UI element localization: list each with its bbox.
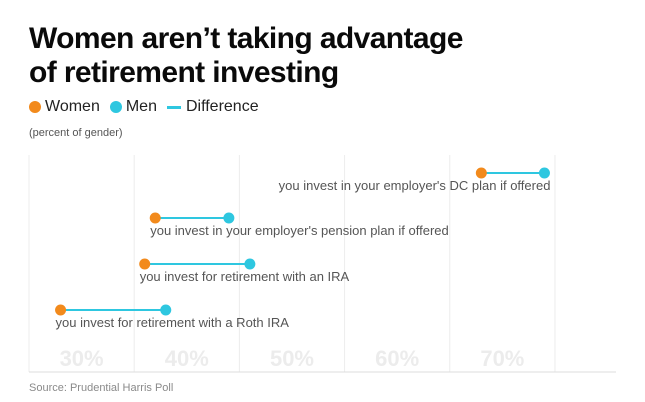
men-point-3: [160, 304, 172, 316]
men-point-1: [223, 212, 235, 224]
men-point-0: [538, 167, 550, 179]
chart-legend: Women Men Difference: [29, 96, 269, 118]
chart-source: Source: Prudential Harris Poll: [29, 382, 174, 394]
legend-men-dot-icon: [109, 101, 122, 113]
legend-difference-label: Difference: [185, 98, 259, 115]
row-label-2: you invest for retirement with an IRA: [140, 269, 350, 284]
women-point-0: [475, 167, 487, 179]
chart-title-line-2: of retirement investing: [29, 56, 339, 89]
row-label-0: you invest in your employer's DC plan if…: [279, 178, 551, 193]
women-point-1: [149, 212, 161, 224]
legend-item-women: Women: [29, 98, 100, 116]
x-tick-label-0: 30%: [60, 346, 104, 371]
legend-difference-line-icon: [166, 105, 181, 109]
women-point-2: [139, 258, 151, 270]
legend-item-men: Men: [109, 98, 157, 116]
men-point-2: [244, 258, 256, 270]
x-tick-label-4: 70%: [480, 346, 524, 371]
row-label-3: you invest for retirement with a Roth IR…: [56, 315, 290, 330]
x-tick-label-3: 60%: [375, 346, 419, 371]
x-tick-label-1: 40%: [165, 346, 209, 371]
legend-item-difference: Difference: [166, 98, 259, 116]
legend-women-label: Women: [45, 98, 100, 115]
chart-subtitle: (percent of gender): [29, 127, 123, 139]
x-tick-label-2: 50%: [270, 346, 314, 371]
legend-men-label: Men: [125, 98, 157, 115]
row-label-1: you invest in your employer's pension pl…: [150, 223, 449, 238]
women-point-3: [55, 304, 67, 316]
legend-women-dot-icon: [29, 101, 41, 113]
chart-title-line-1: Women aren’t taking advantage: [29, 22, 463, 55]
chart-title: Women aren’t taking advantage of retirem…: [29, 22, 629, 90]
